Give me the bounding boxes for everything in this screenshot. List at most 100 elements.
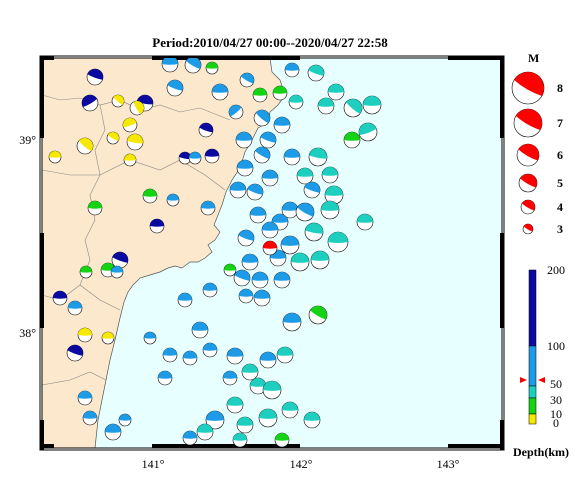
focal-mechanism-symbol bbox=[249, 206, 267, 224]
focal-mechanism-symbol bbox=[223, 263, 237, 277]
focal-mechanism-symbol bbox=[157, 370, 173, 386]
depth-legend: 200 100 50 30 10 0 Depth(km) bbox=[513, 263, 569, 459]
focal-mechanism-symbol bbox=[184, 58, 202, 74]
focal-mechanism-symbol bbox=[226, 396, 244, 414]
focal-mechanism-symbol bbox=[202, 342, 218, 358]
focal-mechanism-symbol bbox=[259, 131, 277, 149]
focal-mechanism-symbol bbox=[356, 213, 374, 231]
focal-mechanism-symbol bbox=[320, 200, 340, 220]
focal-mechanism-symbol bbox=[358, 122, 378, 142]
depth-tick: 100 bbox=[547, 339, 565, 353]
depth-bar-0-10 bbox=[528, 413, 537, 425]
focal-mechanism-symbol bbox=[111, 251, 129, 269]
focal-mechanism-symbol bbox=[262, 380, 282, 400]
focal-mechanism-symbol bbox=[321, 166, 339, 184]
magnitude-legend-label: 5 bbox=[557, 176, 563, 190]
depth-tick: 200 bbox=[547, 263, 565, 277]
x-tick-label: 142° bbox=[290, 457, 313, 471]
focal-mechanism-symbol bbox=[280, 235, 300, 255]
focal-mechanism-symbol bbox=[327, 231, 349, 253]
focal-mechanism-symbol bbox=[246, 183, 264, 201]
magnitude-legend-header: M bbox=[528, 51, 539, 65]
focal-mechanism-symbol bbox=[237, 229, 255, 247]
focal-mechanism-symbol bbox=[233, 269, 251, 287]
focal-mechanism-symbol bbox=[288, 94, 304, 110]
focal-mechanism-symbol bbox=[324, 185, 344, 205]
map-frame bbox=[39, 55, 505, 451]
magnitude-legend-symbol bbox=[518, 173, 538, 193]
magnitude-legend-label: 4 bbox=[557, 200, 563, 214]
focal-mechanism-symbol bbox=[149, 218, 165, 234]
focal-mechanism-symbol bbox=[308, 147, 328, 167]
focal-mechanism-symbol bbox=[123, 153, 137, 167]
focal-mechanism-symbol bbox=[191, 321, 209, 339]
focal-mechanism-symbol bbox=[77, 390, 93, 406]
focal-mechanism-symbol bbox=[239, 72, 255, 88]
magnitude-legend-symbol bbox=[516, 143, 540, 167]
focal-mechanism-symbol bbox=[259, 351, 277, 369]
depth-marker bbox=[520, 377, 545, 383]
focal-mechanism-symbol bbox=[281, 201, 299, 219]
focal-mechanism-symbol bbox=[166, 193, 180, 207]
focal-mechanism-symbol bbox=[205, 410, 225, 430]
y-tick-label: 38° bbox=[19, 326, 36, 340]
focal-mechanism-symbol bbox=[48, 150, 62, 164]
focal-mechanism-symbol bbox=[110, 265, 124, 279]
focal-mechanism-symbol bbox=[204, 148, 220, 164]
focal-mechanism-symbol bbox=[273, 116, 291, 134]
magnitude-legend-label: 7 bbox=[557, 116, 563, 130]
focal-mechanism-symbol bbox=[296, 167, 314, 185]
focal-mechanism-symbol bbox=[122, 117, 138, 133]
focal-mechanism-symbol bbox=[196, 423, 214, 441]
focal-mechanism-symbol bbox=[229, 181, 247, 199]
focal-mechanism-symbol bbox=[177, 292, 193, 308]
focal-mechanism-symbol bbox=[235, 131, 253, 149]
focal-mechanism-symbol bbox=[129, 100, 145, 116]
focal-mechanism-symbol bbox=[310, 250, 330, 270]
depth-tick: 0 bbox=[553, 416, 559, 430]
focal-mechanism-symbol bbox=[236, 159, 254, 177]
y-tick-label: 39° bbox=[19, 133, 36, 147]
focal-mechanism-symbol bbox=[272, 85, 288, 101]
focal-mechanism-symbol bbox=[327, 83, 345, 101]
magnitude-legend-label: 8 bbox=[557, 81, 563, 95]
focal-mechanism-symbol bbox=[253, 146, 271, 164]
focal-mechanism-symbol bbox=[261, 169, 279, 187]
focal-mechanism-layer bbox=[48, 58, 382, 448]
focal-mechanism-symbol bbox=[253, 289, 271, 307]
depth-bar-30-60 bbox=[528, 385, 537, 399]
focal-mechanism-symbol bbox=[273, 271, 291, 289]
focal-mechanism-symbol bbox=[188, 151, 202, 165]
focal-mechanism-symbol bbox=[77, 327, 93, 343]
magnitude-legend-label: 3 bbox=[557, 222, 563, 236]
focal-mechanism-symbol bbox=[226, 347, 244, 365]
depth-legend-title: Depth(km) bbox=[513, 445, 569, 459]
focal-mechanism-symbol bbox=[182, 350, 198, 366]
focal-mechanism-symbol bbox=[253, 109, 271, 127]
magnitude-legend: M 8 7 6 5 4 3 bbox=[511, 51, 563, 236]
focal-mechanism-symbol bbox=[166, 79, 184, 97]
focal-mechanism-symbol bbox=[118, 413, 132, 427]
depth-tick: 10 bbox=[550, 407, 562, 421]
focal-mechanism-symbol bbox=[222, 370, 238, 386]
focal-mechanism-symbol bbox=[261, 221, 279, 239]
focal-mechanism-symbol bbox=[282, 312, 302, 332]
focal-mechanism-symbol bbox=[252, 87, 268, 103]
focal-mechanism-symbol bbox=[198, 122, 214, 138]
focal-mechanism-symbol bbox=[236, 416, 254, 434]
focal-mechanism-symbol bbox=[307, 64, 325, 82]
focal-mechanism-symbol bbox=[143, 331, 157, 345]
focal-mechanism-symbol bbox=[211, 83, 229, 101]
focal-mechanism-symbol bbox=[262, 240, 278, 256]
focal-mechanism-symbol bbox=[161, 58, 179, 73]
magnitude-legend-symbol bbox=[522, 223, 534, 235]
focal-mechanism-symbol bbox=[101, 331, 115, 345]
focal-mechanism-symbol bbox=[317, 97, 335, 115]
focal-mechanism-symbol bbox=[81, 94, 99, 112]
focal-mechanism-symbol bbox=[178, 151, 192, 165]
focal-mechanism-symbol bbox=[258, 408, 278, 428]
focal-mechanism-symbol bbox=[162, 347, 178, 363]
depth-tick: 50 bbox=[550, 377, 562, 391]
focal-mechanism-symbol bbox=[303, 411, 321, 429]
